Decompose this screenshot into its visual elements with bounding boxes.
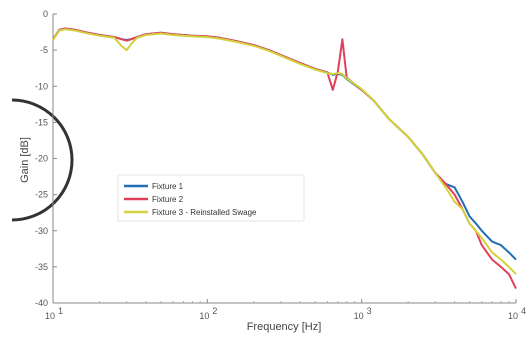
y-tick-label: -25 [35, 190, 48, 200]
y-tick-label: -5 [40, 45, 48, 55]
y-tick-labels: 0 -5 -10 -15 -20 -25 -30 -35 -40 [35, 9, 57, 308]
y-tick-label: -10 [35, 81, 48, 91]
legend-label-1: Fixture 1 [152, 182, 184, 191]
x-tick-label: 10 [45, 311, 55, 321]
legend: Fixture 1 Fixture 2 Fixture 3 - Reinstalle… [117, 174, 305, 222]
x-tick-label: 10 [199, 311, 209, 321]
legend-box [117, 174, 305, 222]
y-tick-label: -20 [35, 154, 48, 164]
series-line-2 [52, 27, 517, 290]
y-axis-title: Gain [dB] [19, 137, 31, 183]
series-line-1 [52, 27, 517, 261]
legend-items: Fixture 1 Fixture 2 Fixture 3 - Reinstalle… [124, 182, 257, 217]
x-tick-exponent: 3 [367, 306, 372, 316]
x-tick-label: 10 [354, 311, 364, 321]
y-tick-label: -15 [35, 117, 48, 127]
edge-arc [11, 98, 74, 222]
series-lines [52, 27, 517, 290]
y-tick-label: -35 [35, 262, 48, 272]
x-tick-exponent: 4 [521, 306, 526, 316]
legend-label-3: Fixture 3 - Reinstalled Swage [152, 208, 257, 217]
x-tick-exponent: 1 [58, 306, 63, 316]
y-tick-label: -30 [35, 226, 48, 236]
x-tick-labels: 10 1 10 2 10 3 10 4 [45, 299, 526, 321]
series-line-3 [52, 28, 517, 275]
x-axis-title: Frequency [Hz] [247, 321, 322, 333]
legend-label-2: Fixture 2 [152, 195, 184, 204]
x-tick-exponent: 2 [212, 306, 217, 316]
y-tick-label: 0 [43, 9, 48, 19]
y-tick-label: -40 [35, 298, 48, 308]
x-tick-label: 10 [508, 311, 518, 321]
